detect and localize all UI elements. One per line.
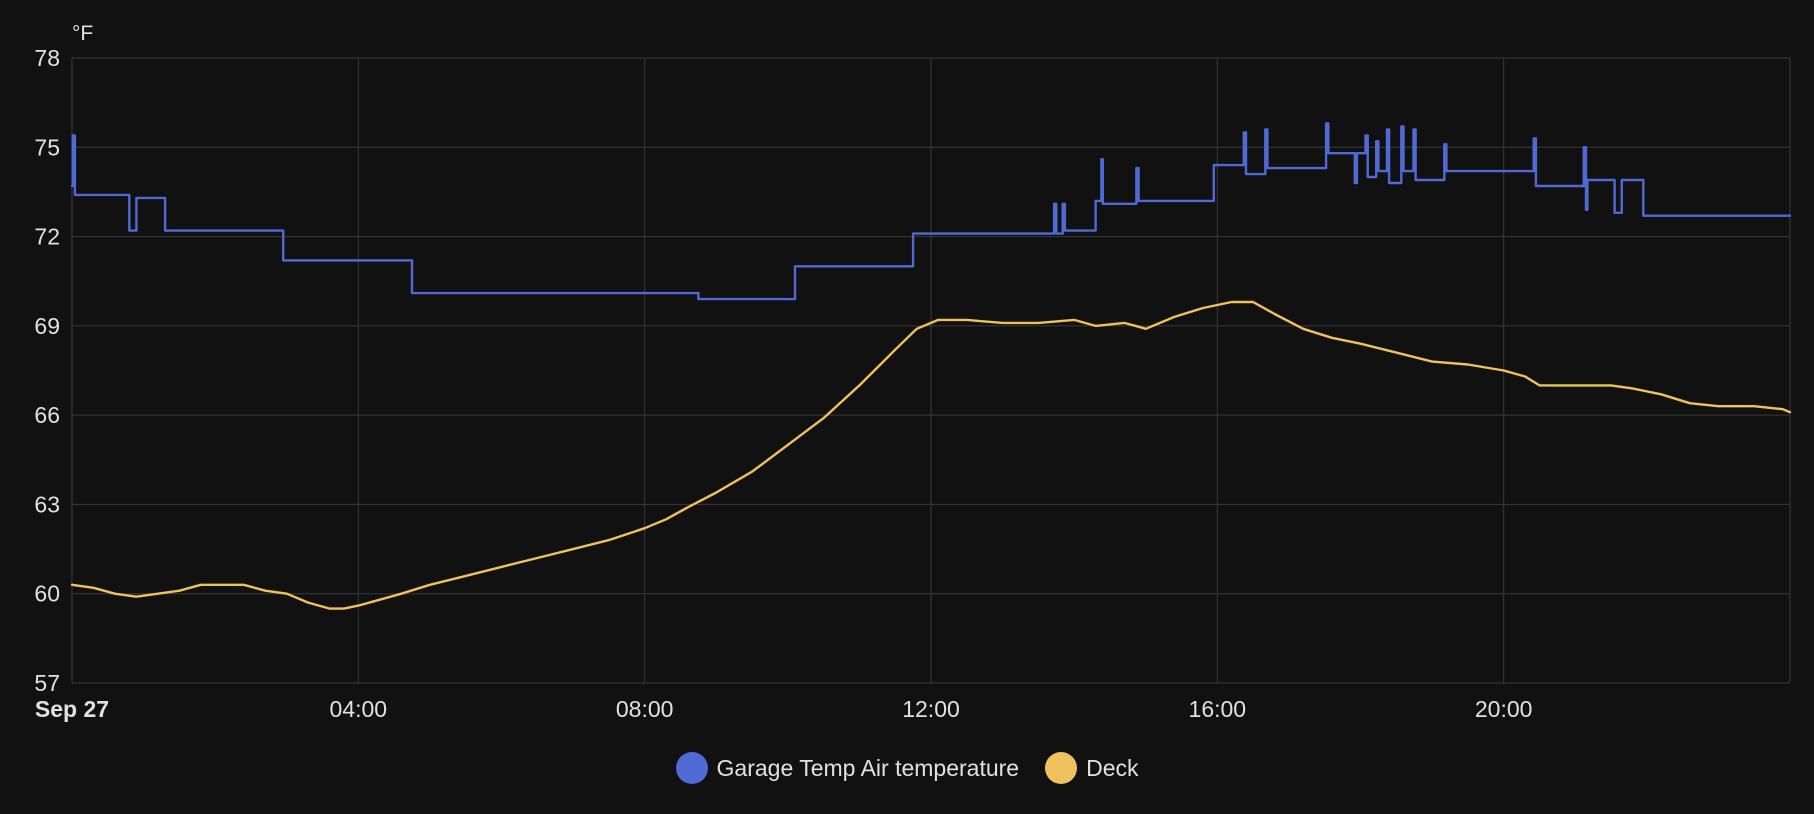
x-tick-label: 16:00 (1189, 696, 1247, 722)
x-tick-label: 20:00 (1475, 696, 1533, 722)
axis-label-layer: °F 57 60 63 66 69 72 75 78 Sep 27 04:00 08:00 12:00… (34, 22, 1532, 722)
y-tick-label: 69 (34, 313, 60, 339)
chart-legend: Garage Temp Air temperature Deck (0, 752, 1814, 784)
legend-swatch-deck (1045, 752, 1078, 784)
y-tick-label: 60 (34, 581, 60, 607)
y-tick-label: 63 (34, 491, 60, 517)
x-tick-label: 08:00 (616, 696, 674, 722)
x-tick-label: 12:00 (902, 696, 960, 722)
y-tick-label: 66 (34, 402, 60, 428)
series-line-garage-temp[interactable] (70, 122, 1792, 301)
legend-label-deck: Deck (1086, 754, 1139, 781)
series-line-deck[interactable] (70, 300, 1792, 610)
series-layer (70, 122, 1792, 610)
legend-label-garage-temp: Garage Temp Air temperature (716, 754, 1020, 781)
y-tick-label: 72 (34, 224, 60, 250)
y-axis-unit-label: °F (72, 22, 93, 45)
y-tick-label: 78 (34, 45, 60, 71)
y-tick-label: 57 (34, 670, 60, 696)
x-tick-label: 04:00 (330, 696, 388, 722)
x-tick-label: Sep 27 (35, 696, 109, 722)
legend-item-deck[interactable]: Deck (1045, 752, 1138, 784)
grid-layer (71, 57, 1791, 684)
y-tick-label: 75 (34, 134, 60, 160)
legend-item-garage-temp[interactable]: Garage Temp Air temperature (675, 752, 1020, 784)
legend-swatch-garage-temp (675, 752, 708, 784)
